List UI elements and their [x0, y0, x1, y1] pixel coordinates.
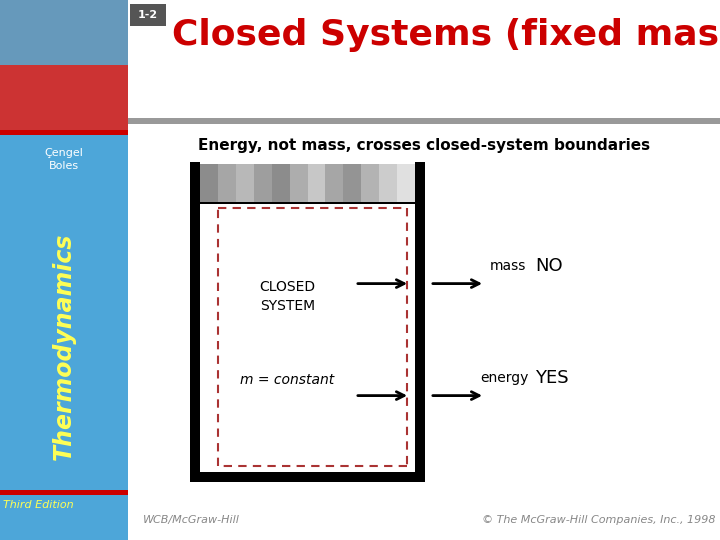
Bar — [190, 162, 200, 482]
Text: NO: NO — [535, 256, 562, 275]
Bar — [0, 130, 128, 490]
Bar — [200, 202, 415, 204]
Bar — [271, 164, 289, 202]
Bar — [128, 118, 720, 124]
Text: Thermodynamics: Thermodynamics — [52, 233, 76, 460]
Bar — [289, 164, 307, 202]
Bar — [325, 164, 343, 202]
Bar — [343, 164, 361, 202]
Bar — [190, 472, 425, 482]
Bar — [0, 0, 128, 65]
Bar — [130, 4, 166, 26]
Text: Closed Systems (fixed masses): Closed Systems (fixed masses) — [172, 18, 720, 52]
Bar — [0, 490, 128, 495]
Text: energy: energy — [480, 370, 528, 384]
Text: Energy, not mass, crosses closed-system boundaries: Energy, not mass, crosses closed-system … — [198, 138, 650, 153]
Text: Third Edition: Third Edition — [3, 500, 73, 510]
Text: © The McGraw-Hill Companies, Inc., 1998: © The McGraw-Hill Companies, Inc., 1998 — [482, 515, 715, 525]
Text: Çengel
Boles: Çengel Boles — [45, 148, 84, 171]
Bar — [218, 164, 236, 202]
Bar — [236, 164, 253, 202]
Bar — [379, 164, 397, 202]
Text: CLOSED
SYSTEM: CLOSED SYSTEM — [259, 280, 315, 313]
Bar — [200, 164, 218, 202]
Text: 1-2: 1-2 — [138, 10, 158, 20]
Bar — [200, 162, 415, 472]
Bar — [361, 164, 379, 202]
Text: WCB/McGraw-Hill: WCB/McGraw-Hill — [143, 515, 240, 525]
Bar — [0, 490, 128, 540]
Text: mass: mass — [490, 259, 526, 273]
Bar — [397, 164, 415, 202]
Bar — [253, 164, 271, 202]
Text: m = constant: m = constant — [240, 373, 335, 387]
Text: YES: YES — [535, 369, 569, 387]
Bar — [307, 164, 325, 202]
Bar — [0, 65, 128, 130]
Bar — [415, 162, 425, 482]
Bar — [0, 130, 128, 135]
Bar — [0, 0, 128, 130]
Bar — [0, 490, 720, 540]
